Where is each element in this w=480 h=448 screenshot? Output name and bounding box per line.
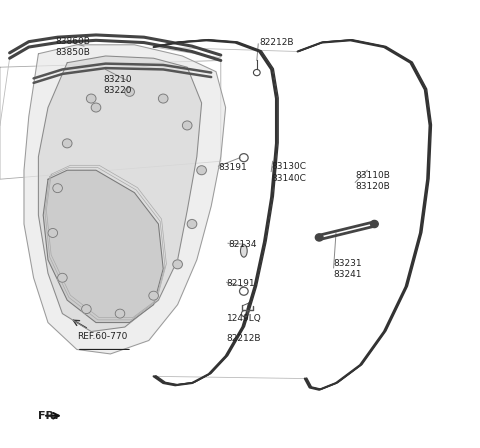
Ellipse shape [240,245,247,257]
Polygon shape [43,170,163,323]
Circle shape [82,305,91,314]
Text: 82212B: 82212B [259,38,294,47]
Circle shape [125,87,134,96]
Circle shape [149,291,158,300]
Circle shape [173,260,182,269]
Circle shape [62,139,72,148]
Circle shape [315,234,323,241]
Text: REF.60-770: REF.60-770 [77,332,127,341]
Circle shape [115,309,125,318]
Circle shape [158,94,168,103]
Text: FR.: FR. [38,411,59,421]
Text: 82191: 82191 [227,279,255,288]
Text: 83860B
83850B: 83860B 83850B [55,37,90,57]
Circle shape [58,273,67,282]
Text: 83110B
83120B: 83110B 83120B [355,172,390,191]
Circle shape [187,220,197,228]
Polygon shape [24,45,226,354]
Text: 83191: 83191 [218,163,247,172]
Text: 82212B: 82212B [227,334,261,343]
Circle shape [197,166,206,175]
Circle shape [91,103,101,112]
Circle shape [182,121,192,130]
Text: 1249LQ: 1249LQ [227,314,261,323]
Polygon shape [38,56,202,332]
Circle shape [371,220,378,228]
Text: 82134: 82134 [228,240,256,249]
Text: 83130C
83140C: 83130C 83140C [271,163,306,182]
Circle shape [48,228,58,237]
Circle shape [86,94,96,103]
Circle shape [53,184,62,193]
Text: 83231
83241: 83231 83241 [334,259,362,279]
Text: 83210
83220: 83210 83220 [103,75,132,95]
